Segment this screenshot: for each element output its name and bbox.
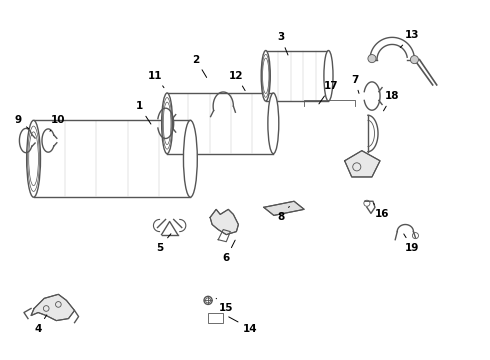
Text: 16: 16 (374, 203, 390, 219)
Polygon shape (210, 209, 239, 235)
Circle shape (411, 55, 418, 64)
Text: 17: 17 (319, 81, 339, 104)
Circle shape (368, 55, 376, 63)
Text: 7: 7 (351, 75, 359, 93)
Text: 15: 15 (216, 298, 234, 314)
Polygon shape (264, 201, 304, 215)
Ellipse shape (268, 93, 279, 154)
Polygon shape (167, 93, 273, 154)
Ellipse shape (324, 50, 333, 101)
Text: 10: 10 (50, 115, 66, 131)
Bar (208, 312, 223, 323)
Text: 13: 13 (400, 30, 419, 48)
Text: 8: 8 (277, 207, 289, 222)
Polygon shape (344, 151, 380, 177)
Text: 6: 6 (222, 240, 235, 263)
Polygon shape (34, 120, 191, 197)
Text: 14: 14 (229, 317, 258, 334)
Text: 1: 1 (136, 101, 151, 124)
Text: 4: 4 (34, 315, 47, 334)
Ellipse shape (183, 120, 197, 197)
Ellipse shape (261, 50, 270, 101)
Text: 9: 9 (14, 115, 29, 129)
Polygon shape (31, 294, 74, 321)
Text: 12: 12 (229, 71, 245, 91)
Text: 18: 18 (384, 91, 399, 111)
Ellipse shape (162, 93, 172, 154)
Text: 5: 5 (156, 234, 171, 253)
Polygon shape (266, 50, 328, 101)
Ellipse shape (26, 120, 41, 197)
Text: 3: 3 (277, 32, 288, 55)
Text: 11: 11 (148, 71, 164, 88)
Text: 2: 2 (192, 55, 207, 77)
Text: 19: 19 (404, 234, 419, 253)
